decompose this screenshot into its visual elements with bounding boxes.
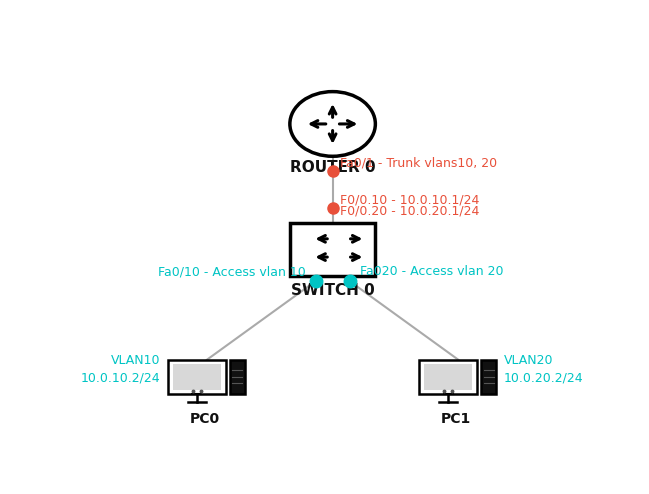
Text: Fa0/1 - Trunk vlans10, 20: Fa0/1 - Trunk vlans10, 20 [340, 157, 497, 169]
Circle shape [290, 91, 375, 156]
Text: Fa0/10 - Access vlan 10: Fa0/10 - Access vlan 10 [158, 265, 306, 278]
Text: PC1: PC1 [441, 412, 471, 426]
Text: F0/0.20 - 10.0.20.1/24: F0/0.20 - 10.0.20.1/24 [340, 205, 480, 218]
Text: ROUTER 0: ROUTER 0 [290, 160, 375, 175]
Bar [290, 223, 375, 276]
Text: VLAN10
10.0.10.2/24: VLAN10 10.0.10.2/24 [80, 354, 160, 385]
Text: PC0: PC0 [190, 412, 219, 426]
Text: F0/0.10 - 10.0.10.1/24: F0/0.10 - 10.0.10.1/24 [340, 193, 480, 206]
Text: SWITCH 0: SWITCH 0 [291, 283, 374, 298]
Bar [424, 364, 472, 390]
Bar [482, 360, 496, 394]
Bar [419, 360, 477, 394]
Text: VLAN20
10.0.20.2/24: VLAN20 10.0.20.2/24 [504, 354, 583, 385]
Bar [230, 360, 245, 394]
Text: Fa020 - Access vlan 20: Fa020 - Access vlan 20 [360, 265, 503, 278]
Bar [173, 364, 221, 390]
Bar [168, 360, 226, 394]
